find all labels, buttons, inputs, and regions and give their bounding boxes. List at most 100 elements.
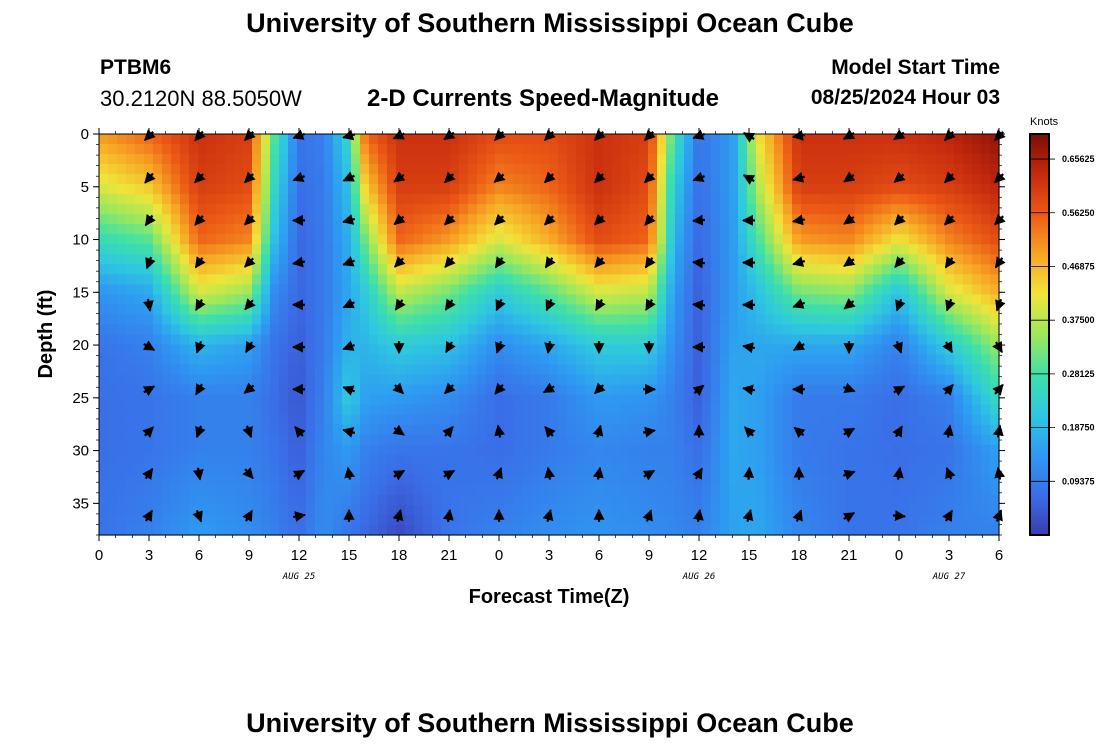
heatmap-cell	[783, 514, 793, 526]
heatmap-cell	[630, 144, 640, 155]
heatmap-cell	[495, 194, 505, 205]
heatmap-cell	[297, 434, 307, 446]
heatmap-cell	[684, 444, 694, 456]
heatmap-cell	[855, 374, 865, 386]
x-tick-label: 0	[95, 547, 103, 564]
heatmap-cell	[891, 414, 901, 426]
heatmap-cell	[216, 154, 226, 165]
heatmap-cell	[945, 364, 955, 376]
heatmap-cell	[945, 224, 955, 235]
heatmap-cell	[162, 384, 172, 396]
heatmap-cell	[162, 464, 172, 476]
heatmap-cell	[891, 404, 901, 416]
heatmap-cell	[738, 354, 748, 366]
heatmap-cell	[873, 444, 883, 456]
heatmap-cell	[135, 504, 145, 516]
heatmap-cell	[243, 474, 253, 486]
heatmap-cell	[486, 194, 496, 205]
heatmap-cell	[549, 224, 559, 235]
heatmap-cell	[747, 314, 757, 326]
heatmap-cell	[657, 274, 667, 285]
heatmap-cell	[954, 174, 964, 185]
heatmap-cell	[783, 144, 793, 155]
heatmap-cell	[711, 344, 721, 356]
heatmap-cell	[549, 304, 559, 316]
heatmap-cell	[126, 224, 136, 235]
heatmap-cell	[702, 244, 712, 255]
heatmap-cell	[306, 184, 316, 195]
heatmap-cell	[819, 304, 829, 316]
heatmap-cell	[846, 404, 856, 416]
heatmap-cell	[162, 304, 172, 316]
heatmap-cell	[612, 424, 622, 436]
heatmap-cell	[216, 354, 226, 366]
heatmap-cell	[117, 304, 127, 316]
heatmap-cell	[756, 334, 766, 346]
current-vector	[242, 425, 253, 439]
heatmap-cell	[531, 484, 541, 496]
heatmap-cell	[603, 134, 613, 145]
x-axis-label: Forecast Time(Z)	[469, 586, 630, 608]
heatmap-cell	[954, 524, 964, 536]
heatmap-cell	[972, 154, 982, 165]
heatmap-cell	[657, 224, 667, 235]
heatmap-cell	[360, 134, 370, 145]
heatmap-cell	[855, 484, 865, 496]
heatmap-cell	[369, 394, 379, 406]
heatmap-cell	[234, 314, 244, 326]
heatmap-cell	[198, 404, 208, 416]
heatmap-cell	[144, 164, 154, 175]
x-tick-label: 3	[545, 547, 553, 564]
heatmap-cell	[801, 274, 811, 285]
heatmap-cell	[711, 524, 721, 536]
heatmap-cell	[468, 524, 478, 536]
heatmap-cell	[567, 514, 577, 526]
heatmap-cell	[153, 164, 163, 175]
heatmap-cell	[441, 354, 451, 366]
heatmap-cell	[459, 194, 469, 205]
heatmap-cell	[189, 184, 199, 195]
heatmap-cell	[864, 234, 874, 245]
heatmap-cell	[504, 234, 514, 245]
heatmap-cell	[909, 224, 919, 235]
heatmap-cell	[450, 204, 460, 215]
heatmap-cell	[882, 164, 892, 175]
heatmap-cell	[216, 234, 226, 245]
heatmap-cell	[297, 334, 307, 346]
heatmap-cell	[630, 264, 640, 275]
heatmap-cell	[891, 494, 901, 506]
heatmap-cell	[360, 444, 370, 456]
heatmap-cell	[495, 164, 505, 175]
heatmap-cell	[675, 434, 685, 446]
heatmap-cell	[828, 424, 838, 436]
heatmap-cell	[702, 394, 712, 406]
heatmap-cell	[396, 464, 406, 476]
heatmap-cell	[729, 244, 739, 255]
heatmap-cell	[963, 464, 973, 476]
heatmap-cell	[684, 414, 694, 426]
heatmap-cell	[774, 374, 784, 386]
heatmap-cell	[819, 224, 829, 235]
heatmap-cell	[198, 144, 208, 155]
y-tick-label: 30	[72, 443, 89, 460]
heatmap-cell	[576, 174, 586, 185]
heatmap-cell	[342, 434, 352, 446]
heatmap-cell	[504, 134, 514, 145]
heatmap-cell	[738, 364, 748, 376]
heatmap-cell	[864, 424, 874, 436]
heatmap-cell	[567, 254, 577, 265]
heatmap-cell	[873, 464, 883, 476]
heatmap-cell	[918, 474, 928, 486]
heatmap-cell	[486, 324, 496, 336]
heatmap-cell	[963, 194, 973, 205]
heatmap-cell	[675, 194, 685, 205]
heatmap-cell	[207, 214, 217, 225]
heatmap-cell	[450, 274, 460, 285]
heatmap-cell	[108, 494, 118, 506]
heatmap-cell	[531, 354, 541, 366]
heatmap-cell	[801, 284, 811, 296]
heatmap-cell	[621, 444, 631, 456]
heatmap-cell	[486, 504, 496, 516]
heatmap-cell	[117, 404, 127, 416]
heatmap-cell	[540, 224, 550, 235]
